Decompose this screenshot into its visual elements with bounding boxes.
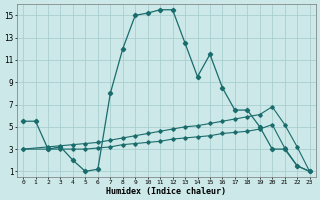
X-axis label: Humidex (Indice chaleur): Humidex (Indice chaleur)	[106, 187, 226, 196]
